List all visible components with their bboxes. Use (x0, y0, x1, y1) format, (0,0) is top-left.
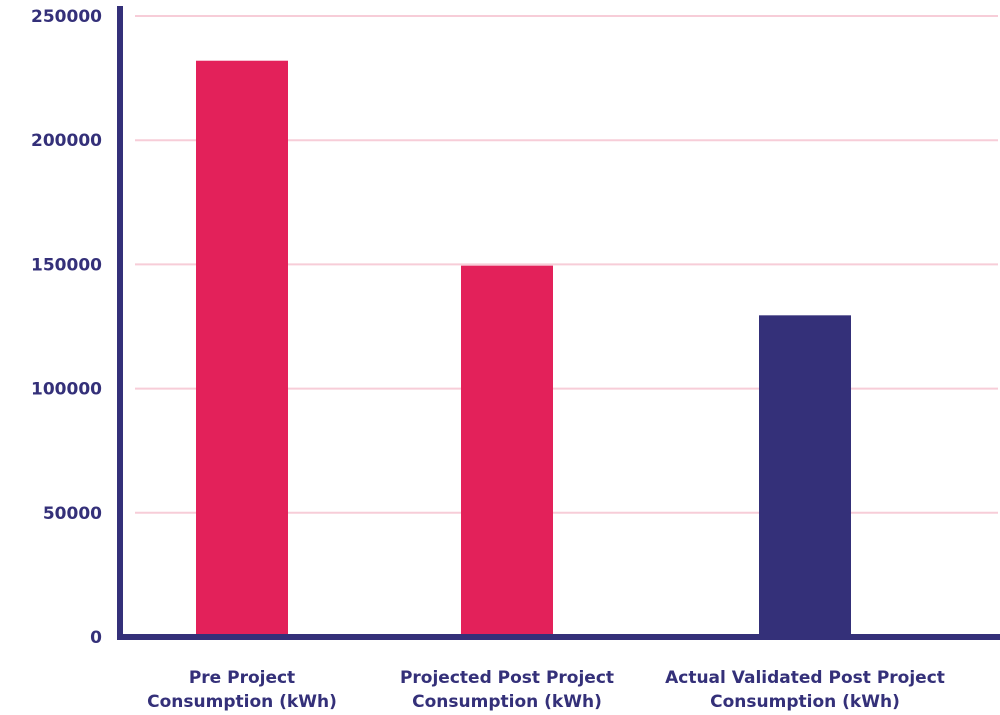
y-tick-label: 0 (90, 628, 102, 648)
y-tick-label: 100000 (31, 380, 102, 400)
bar (196, 60, 288, 638)
axes (117, 6, 1000, 640)
bar (461, 265, 553, 637)
y-tick-label: 200000 (31, 131, 102, 151)
y-tick-labels: 0 50000 100000 150000 200000 250000 (31, 7, 102, 648)
y-tick-label: 150000 (31, 255, 102, 275)
bars (196, 60, 851, 638)
x-category-label: Projected Post Project Consumption (kWh) (400, 668, 614, 712)
bar (759, 315, 851, 637)
x-category-label: Actual Validated Post Project Consumption… (665, 668, 945, 712)
y-tick-label: 50000 (43, 504, 102, 524)
category-labels: Pre Project Consumption (kWh) Projected Po… (147, 668, 945, 712)
y-tick-label: 250000 (31, 7, 102, 27)
x-category-label: Pre Project Consumption (kWh) (147, 668, 337, 712)
